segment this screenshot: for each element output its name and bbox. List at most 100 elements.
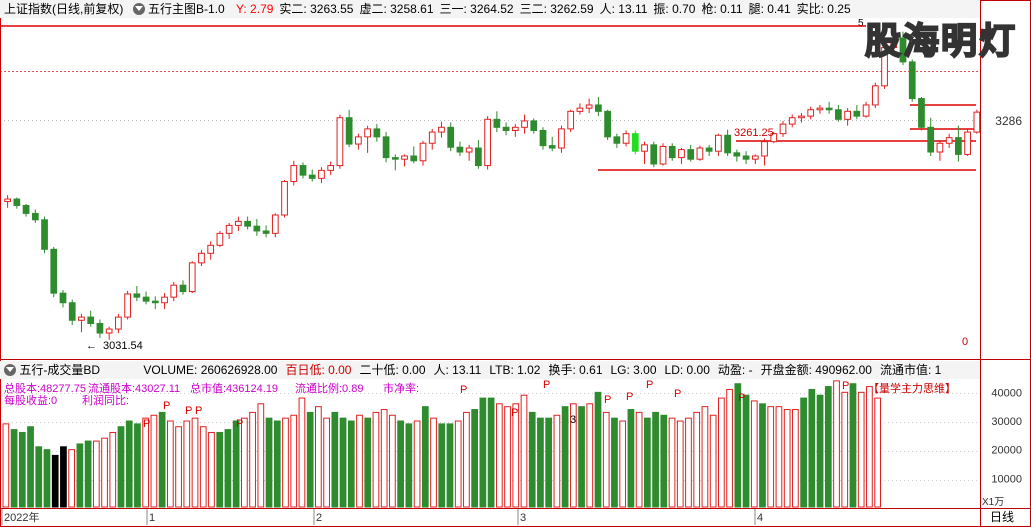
time-axis-label-4: 4 bbox=[757, 512, 763, 524]
volume-bar bbox=[249, 411, 256, 508]
volume-bar bbox=[125, 420, 133, 508]
candle bbox=[908, 59, 916, 102]
volume-value-8: 动盈: - bbox=[717, 363, 753, 377]
volume-bar bbox=[380, 409, 388, 508]
candle-body bbox=[705, 147, 713, 152]
main-value-1: 实二: 3263.55 bbox=[279, 2, 354, 16]
candle-body bbox=[530, 120, 538, 131]
volume-bar bbox=[389, 414, 396, 508]
candle bbox=[733, 149, 741, 162]
volume-bar bbox=[84, 440, 92, 508]
main-value-6: 振: 0.70 bbox=[653, 2, 696, 16]
candle bbox=[401, 154, 408, 167]
volume-bar bbox=[150, 414, 158, 508]
candle bbox=[558, 125, 565, 153]
candle-body bbox=[687, 149, 695, 160]
volume-bar bbox=[421, 406, 429, 508]
volume-bar bbox=[454, 420, 462, 508]
low-arrow: ← bbox=[86, 340, 97, 352]
volume-bar bbox=[537, 417, 544, 508]
volume-bar bbox=[726, 388, 733, 508]
candle-body bbox=[835, 109, 842, 120]
candle bbox=[964, 128, 971, 156]
volume-unit-label: X1万 bbox=[982, 497, 1004, 508]
candle bbox=[659, 143, 667, 166]
candle-body bbox=[899, 37, 907, 63]
indicator-selector-icon[interactable] bbox=[132, 3, 145, 15]
volume-bar bbox=[824, 386, 832, 508]
volume-indicator-name[interactable]: 五行-成交量BD bbox=[19, 363, 101, 377]
candle bbox=[96, 319, 104, 338]
volume-bar bbox=[586, 403, 594, 508]
candle bbox=[816, 104, 824, 114]
candle-body bbox=[742, 155, 750, 160]
candle-body bbox=[198, 252, 205, 264]
candle-body bbox=[253, 225, 261, 232]
main-indicator-name[interactable]: 五行主图B-1.0 bbox=[148, 2, 225, 16]
volume-bar bbox=[199, 426, 207, 508]
time-axis-label-3: 3 bbox=[520, 512, 526, 524]
candle-body bbox=[225, 224, 233, 234]
volume-bar bbox=[27, 426, 34, 508]
candle bbox=[604, 109, 611, 141]
candle-body bbox=[724, 134, 731, 154]
p-marker: P bbox=[163, 400, 170, 412]
volume-bar bbox=[471, 409, 479, 508]
volume-bar bbox=[816, 394, 824, 508]
candle-body bbox=[964, 131, 971, 155]
candle bbox=[779, 120, 787, 137]
candle bbox=[355, 133, 362, 150]
volume-bar bbox=[175, 426, 182, 508]
candle-body bbox=[281, 181, 288, 216]
candle-body bbox=[484, 118, 491, 167]
volume-bar bbox=[512, 403, 520, 508]
time-axis-label-2: 2 bbox=[316, 512, 322, 524]
volume-value-9: 开盘金额: 490962.00 bbox=[760, 363, 872, 377]
candle bbox=[715, 133, 722, 156]
volume-bar bbox=[775, 406, 783, 508]
stock-info-0: 总股本:48277.75 bbox=[4, 381, 86, 395]
price-axis-label: 3286 bbox=[995, 114, 1022, 128]
candle-body bbox=[124, 293, 131, 318]
indicator-selector-icon[interactable] bbox=[4, 364, 16, 376]
candle bbox=[890, 33, 898, 51]
volume-bar bbox=[158, 411, 166, 508]
candle bbox=[881, 42, 888, 90]
candle bbox=[705, 144, 713, 156]
volume-bar bbox=[216, 431, 224, 508]
candle-body bbox=[271, 214, 279, 234]
candle bbox=[548, 136, 556, 152]
candle-body bbox=[151, 300, 159, 304]
candle-body bbox=[659, 145, 667, 165]
candle-body bbox=[585, 104, 593, 109]
candle bbox=[798, 112, 805, 123]
candle-body bbox=[770, 133, 778, 143]
candle bbox=[631, 130, 639, 155]
candle bbox=[262, 225, 270, 238]
volume-bar bbox=[224, 429, 232, 508]
candle bbox=[862, 101, 870, 118]
candle bbox=[447, 122, 455, 152]
volume-bar bbox=[742, 394, 750, 508]
candle-body bbox=[779, 123, 787, 135]
candle-body bbox=[918, 98, 925, 128]
candle-body bbox=[161, 296, 168, 304]
volume-bar bbox=[857, 391, 865, 508]
candle bbox=[179, 280, 187, 295]
candle bbox=[13, 197, 21, 209]
volume-bar bbox=[701, 406, 709, 508]
volume-value-2: 二十低: 0.00 bbox=[359, 363, 426, 377]
candle bbox=[927, 117, 935, 156]
candle bbox=[613, 133, 621, 149]
candle-body bbox=[244, 220, 251, 227]
volume-bar bbox=[306, 411, 314, 508]
zero-label: 0 bbox=[962, 336, 968, 348]
candle-body bbox=[798, 115, 805, 119]
candle-body bbox=[235, 220, 242, 226]
main-value-7: 枪: 0.11 bbox=[701, 2, 743, 16]
candle-body bbox=[807, 109, 815, 117]
p-marker: P bbox=[543, 379, 550, 391]
volume-bar bbox=[866, 386, 873, 508]
